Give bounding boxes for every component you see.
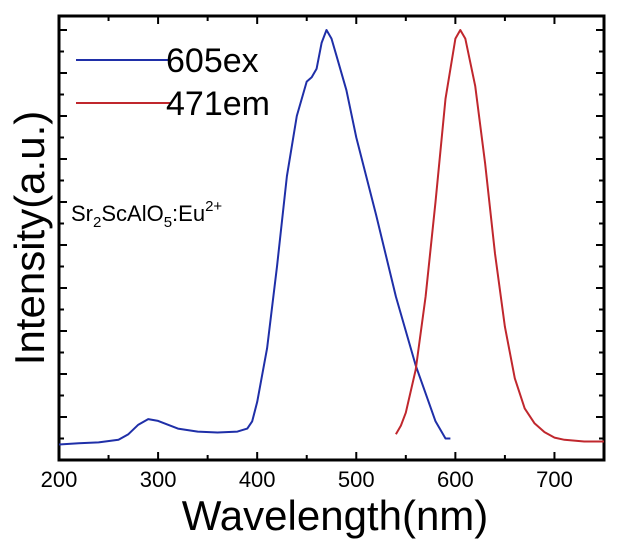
x-tick-label: 600: [437, 467, 474, 492]
annotation-base: Sr: [71, 201, 93, 226]
series-line-605ex: [58, 29, 451, 446]
y-axis-title: Intensity(a.u.): [6, 111, 53, 365]
compound-annotation: Sr2ScAlO5:Eu2+: [71, 198, 222, 231]
x-tick-label: 200: [41, 467, 78, 492]
annotation-sup: 2+: [205, 198, 222, 215]
x-axis-title: Wavelength(nm): [182, 492, 489, 539]
tick-marks: [58, 16, 604, 460]
x-tick-label: 500: [338, 467, 375, 492]
legend-label-471em: 471em: [166, 85, 270, 123]
x-tick-label: 700: [536, 467, 573, 492]
legend-label-605ex: 605ex: [166, 42, 259, 80]
annotation-sub2: 5: [164, 214, 172, 231]
annotation-sub1: 2: [93, 214, 101, 231]
x-tick-labels: 200 300 400 500 600 700: [41, 467, 573, 492]
annotation-mid1: ScAlO: [101, 201, 163, 226]
legend: 605ex 471em: [76, 42, 270, 123]
annotation-mid2: :Eu: [172, 201, 205, 226]
x-tick-label: 300: [140, 467, 177, 492]
series-lines: [58, 29, 604, 446]
x-tick-label: 400: [239, 467, 276, 492]
plot-frame: [57, 14, 606, 462]
series-line-471em: [395, 29, 604, 443]
